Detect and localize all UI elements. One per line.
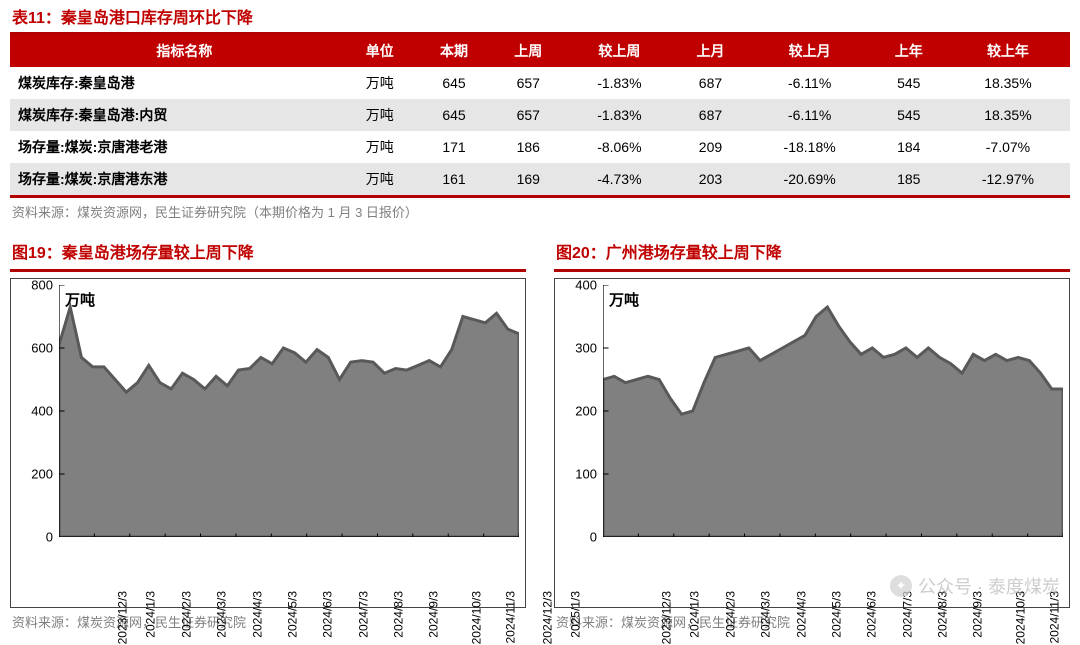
table-cell: -7.07% [946,131,1070,163]
x-tick-label: 2024/4/3 [250,591,264,638]
x-tick-label: 2024/6/3 [321,591,335,638]
x-tick-label: 2024/6/3 [865,591,879,638]
table-header-cell: 上年 [872,34,946,68]
x-tick-label: 2024/8/3 [936,591,950,638]
table-header-cell: 单位 [343,34,417,68]
table-cell: 场存量:煤炭:京唐港老港 [10,131,343,163]
table-row: 场存量:煤炭:京唐港东港万吨161169-4.73%203-20.69%185-… [10,163,1070,197]
x-tick-label: 2024/3/3 [215,591,229,638]
y-tick-label: 0 [590,530,597,545]
table-cell: 209 [673,131,747,163]
x-tick-label: 2024/3/3 [759,591,773,638]
chart-right-source: 资料来源：煤炭资源网，民生证券研究院 [554,608,1070,631]
x-tick-label: 2024/1/3 [144,591,158,638]
x-tick-label: 2024/11/3 [1048,591,1062,644]
table-cell: 657 [491,67,565,99]
table-cell: -20.69% [748,163,872,197]
x-tick-label: 2024/9/3 [427,591,441,638]
table-cell: 645 [417,67,491,99]
table-cell: -6.11% [748,67,872,99]
chart-left-title: 图19：秦皇岛港场存量较上周下降 [10,239,526,272]
x-tick-label: 2024/10/3 [1013,591,1027,644]
y-tick-label: 400 [31,404,53,419]
x-tick-label: 2024/10/3 [469,591,483,644]
table-header-cell: 上周 [491,34,565,68]
table-source: 资料来源：煤炭资源网，民生证券研究院（本期价格为 1 月 3 日报价） [10,198,1070,221]
table-cell: 687 [673,99,747,131]
table-cell: -6.11% [748,99,872,131]
x-tick-label: 2024/1/3 [688,591,702,638]
x-tick-label: 2023/12/3 [659,591,673,644]
y-tick-label: 300 [575,341,597,356]
table-cell: 203 [673,163,747,197]
x-tick-label: 2024/2/3 [723,591,737,638]
table-header-cell: 本期 [417,34,491,68]
table-cell: 万吨 [343,163,417,197]
table-row: 煤炭库存:秦皇岛港:内贸万吨645657-1.83%687-6.11%54518… [10,99,1070,131]
y-tick-label: 200 [31,467,53,482]
charts-row: 图19：秦皇岛港场存量较上周下降 万吨 0200400600800 2023/1… [10,239,1070,631]
table-cell: 煤炭库存:秦皇岛港 [10,67,343,99]
table-cell: 煤炭库存:秦皇岛港:内贸 [10,99,343,131]
chart-right-title: 图20：广州港场存量较上周下降 [554,239,1070,272]
table-cell: 185 [872,163,946,197]
x-tick-label: 2024/4/3 [794,591,808,638]
x-tick-label: 2024/9/3 [971,591,985,638]
table-cell: 545 [872,99,946,131]
chart-left-source: 资料来源：煤炭资源网，民生证券研究院 [10,608,526,631]
table-cell: 18.35% [946,99,1070,131]
x-tick-label: 2024/2/3 [179,591,193,638]
y-tick-label: 0 [46,530,53,545]
y-tick-label: 200 [575,404,597,419]
table-cell: 万吨 [343,99,417,131]
table-cell: -8.06% [565,131,673,163]
x-tick-label: 2024/5/3 [286,591,300,638]
y-tick-label: 400 [575,278,597,293]
table-cell: 169 [491,163,565,197]
table-cell: 545 [872,67,946,99]
table-cell: 171 [417,131,491,163]
table-title: 表11：秦皇岛港口库存周环比下降 [10,4,1070,32]
x-tick-label: 2024/5/3 [830,591,844,638]
table-row: 场存量:煤炭:京唐港老港万吨171186-8.06%209-18.18%184-… [10,131,1070,163]
table-header-cell: 指标名称 [10,34,343,68]
x-tick-label: 2024/11/3 [504,591,518,644]
y-tick-label: 600 [31,341,53,356]
table-cell: 645 [417,99,491,131]
table-cell: -1.83% [565,99,673,131]
table-cell: 657 [491,99,565,131]
table-cell: 184 [872,131,946,163]
chart-left: 图19：秦皇岛港场存量较上周下降 万吨 0200400600800 2023/1… [10,239,526,631]
y-tick-label: 800 [31,278,53,293]
table-cell: -12.97% [946,163,1070,197]
table-cell: 161 [417,163,491,197]
x-tick-label: 2024/8/3 [392,591,406,638]
table-header-cell: 较上年 [946,34,1070,68]
x-tick-label: 2024/12/3 [540,591,554,644]
table-cell: 万吨 [343,67,417,99]
table-cell: 18.35% [946,67,1070,99]
y-tick-label: 100 [575,467,597,482]
table-header-cell: 较上月 [748,34,872,68]
table-cell: -4.73% [565,163,673,197]
table-header-cell: 较上周 [565,34,673,68]
x-tick-label: 2024/7/3 [900,591,914,638]
chart-right: 图20：广州港场存量较上周下降 万吨 0100200300400 2023/12… [554,239,1070,631]
x-tick-label: 2023/12/3 [115,591,129,644]
inventory-table: 指标名称单位本期上周较上周上月较上月上年较上年 煤炭库存:秦皇岛港万吨64565… [10,32,1070,198]
table-cell: 186 [491,131,565,163]
x-tick-label: 2024/7/3 [356,591,370,638]
table-cell: -18.18% [748,131,872,163]
table-cell: 687 [673,67,747,99]
table-header-cell: 上月 [673,34,747,68]
table-cell: 万吨 [343,131,417,163]
table-cell: -1.83% [565,67,673,99]
table-row: 煤炭库存:秦皇岛港万吨645657-1.83%687-6.11%54518.35… [10,67,1070,99]
table-cell: 场存量:煤炭:京唐港东港 [10,163,343,197]
